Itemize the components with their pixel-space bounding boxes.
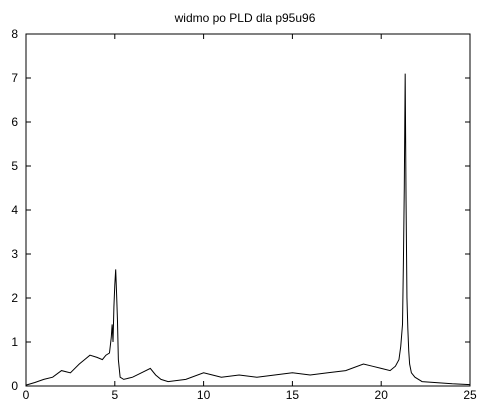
x-tick-label: 5 [111, 388, 118, 400]
y-tick-label: 5 [11, 159, 18, 173]
y-tick-label: 7 [11, 71, 18, 85]
series-line-spectrum [25, 73, 471, 386]
x-tick-label: 20 [375, 388, 389, 400]
x-tick-label: 0 [23, 388, 30, 400]
axis-tick-labels: 0 5 10 15 20 25 0 1 2 3 4 5 6 7 8 [11, 27, 477, 400]
plot-area-frame [25, 33, 471, 387]
x-tick-label: 25 [463, 388, 477, 400]
chart-title: widmo po PLD dla p95u96 [174, 11, 316, 25]
x-tick-label: 15 [286, 388, 300, 400]
axis-ticks [25, 33, 471, 387]
y-tick-label: 3 [11, 247, 18, 261]
y-tick-label: 0 [11, 379, 18, 393]
y-tick-label: 1 [11, 335, 18, 349]
x-tick-label: 10 [197, 388, 211, 400]
y-tick-label: 2 [11, 291, 18, 305]
y-tick-label: 6 [11, 115, 18, 129]
y-tick-label: 4 [11, 203, 18, 217]
y-tick-label: 8 [11, 27, 18, 41]
